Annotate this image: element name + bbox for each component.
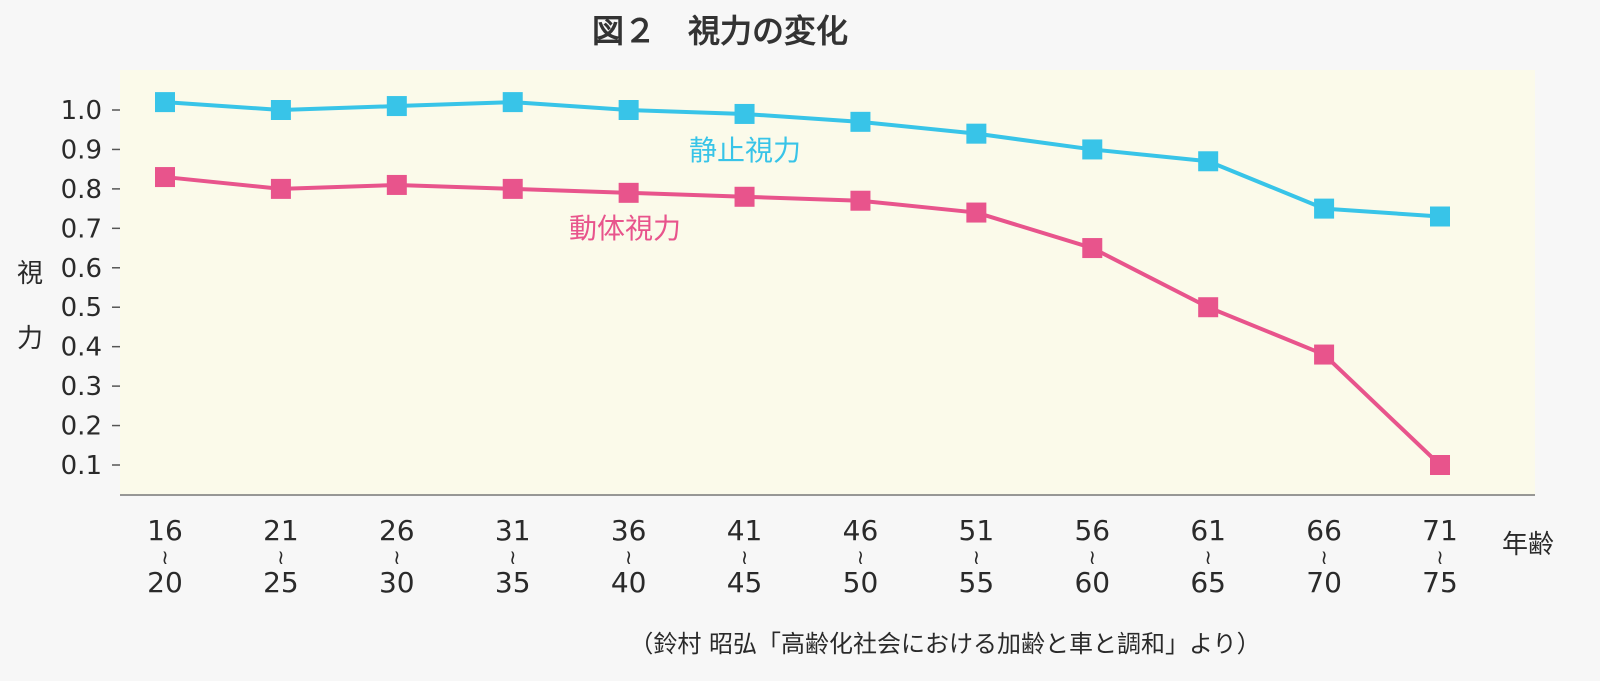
data-point-static <box>734 103 755 124</box>
y-tick-label: 0.1 <box>61 451 102 481</box>
x-tick-label-from: 41 <box>727 514 763 547</box>
x-tick-label-to: 50 <box>843 566 879 599</box>
x-tick-label-from: 56 <box>1074 514 1110 547</box>
series-label-static: 静止視力 <box>689 134 801 167</box>
y-tick-label: 0.6 <box>61 254 102 284</box>
x-tick-label-to: 40 <box>611 566 647 599</box>
data-point-dynamic <box>386 174 407 195</box>
x-tick-label-to: 75 <box>1422 566 1458 599</box>
x-tick-label-tilde: ≀ <box>973 545 981 569</box>
x-tick-label-tilde: ≀ <box>741 545 749 569</box>
data-point-static <box>618 100 639 120</box>
y-axis-label-char-1: 視 <box>17 259 43 289</box>
data-point-static <box>270 100 291 120</box>
x-tick-label-tilde: ≀ <box>161 545 169 569</box>
x-tick-label-tilde: ≀ <box>1204 545 1212 569</box>
data-point-static <box>155 92 175 113</box>
data-point-static <box>1430 206 1450 227</box>
y-axis-label-char-2: 力 <box>17 324 43 354</box>
y-tick-label: 0.9 <box>61 135 102 165</box>
x-tick-label-tilde: ≀ <box>1320 545 1328 569</box>
x-tick-label-from: 21 <box>263 514 299 547</box>
x-tick-label-to: 60 <box>1074 566 1110 599</box>
x-axis-ticks: 16≀2021≀2526≀3031≀3536≀4041≀4546≀5051≀55… <box>147 514 1458 599</box>
series-layer <box>155 92 1450 475</box>
x-tick-label-to: 65 <box>1190 566 1226 599</box>
data-point-dynamic <box>155 167 175 188</box>
x-axis-label: 年齢 <box>1502 530 1554 560</box>
series-label-dynamic: 動体視力 <box>569 212 681 245</box>
plot-area <box>120 70 1535 495</box>
x-tick-label-tilde: ≀ <box>393 545 401 569</box>
x-tick-label-tilde: ≀ <box>1436 545 1444 569</box>
data-point-dynamic <box>1314 344 1335 365</box>
y-tick-label: 0.8 <box>61 175 102 205</box>
y-tick-label: 0.3 <box>61 372 102 402</box>
data-point-static <box>1082 139 1103 160</box>
data-point-dynamic <box>270 178 291 199</box>
data-point-static <box>966 123 987 144</box>
x-tick-label-from: 46 <box>843 514 879 547</box>
x-tick-label-tilde: ≀ <box>1089 545 1097 569</box>
data-point-dynamic <box>1198 297 1219 318</box>
chart-title: 図２ 視力の変化 <box>592 12 848 50</box>
data-point-dynamic <box>966 202 987 223</box>
y-tick-label: 0.5 <box>61 293 102 323</box>
x-tick-label-to: 30 <box>379 566 415 599</box>
x-tick-label-from: 51 <box>959 514 995 547</box>
x-tick-label-to: 20 <box>147 566 183 599</box>
data-point-dynamic <box>850 190 871 211</box>
x-tick-label-from: 16 <box>147 514 183 547</box>
x-tick-label-from: 36 <box>611 514 647 547</box>
x-tick-label-from: 61 <box>1190 514 1226 547</box>
x-tick-label-from: 26 <box>379 514 415 547</box>
x-tick-label-tilde: ≀ <box>509 545 517 569</box>
x-tick-label-tilde: ≀ <box>625 545 633 569</box>
x-tick-label-tilde: ≀ <box>277 545 285 569</box>
data-point-static <box>502 92 523 113</box>
x-tick-label-to: 35 <box>495 566 531 599</box>
data-point-dynamic <box>502 178 523 199</box>
x-tick-label-to: 55 <box>959 566 995 599</box>
data-point-static <box>1198 151 1219 172</box>
data-point-static <box>1314 198 1335 219</box>
y-tick-label: 0.2 <box>61 412 102 442</box>
y-tick-label: 0.4 <box>61 333 102 363</box>
data-point-static <box>850 111 871 132</box>
x-tick-label-to: 45 <box>727 566 763 599</box>
y-tick-label: 1.0 <box>61 96 102 126</box>
series-line-static <box>164 100 1441 219</box>
y-tick-label: 0.7 <box>61 214 102 244</box>
x-tick-label-from: 31 <box>495 514 531 547</box>
y-axis-ticks: 1.0 0.9 0.8 0.7 0.6 0.5 0.4 0.3 0.2 0.1 <box>61 96 120 481</box>
source-note: （鈴村 昭弘「高齢化社会における加齢と車と調和」より） <box>629 630 1260 658</box>
x-tick-label-from: 66 <box>1306 514 1342 547</box>
series-line-dynamic <box>164 175 1442 467</box>
data-point-dynamic <box>1430 455 1450 475</box>
x-tick-label-to: 70 <box>1306 566 1342 599</box>
x-tick-label-to: 25 <box>263 566 299 599</box>
data-point-static <box>386 96 407 117</box>
x-tick-label-tilde: ≀ <box>857 545 865 569</box>
data-point-dynamic <box>734 186 755 207</box>
data-point-dynamic <box>618 182 639 203</box>
x-tick-label-from: 71 <box>1422 514 1458 547</box>
data-point-dynamic <box>1082 238 1103 259</box>
